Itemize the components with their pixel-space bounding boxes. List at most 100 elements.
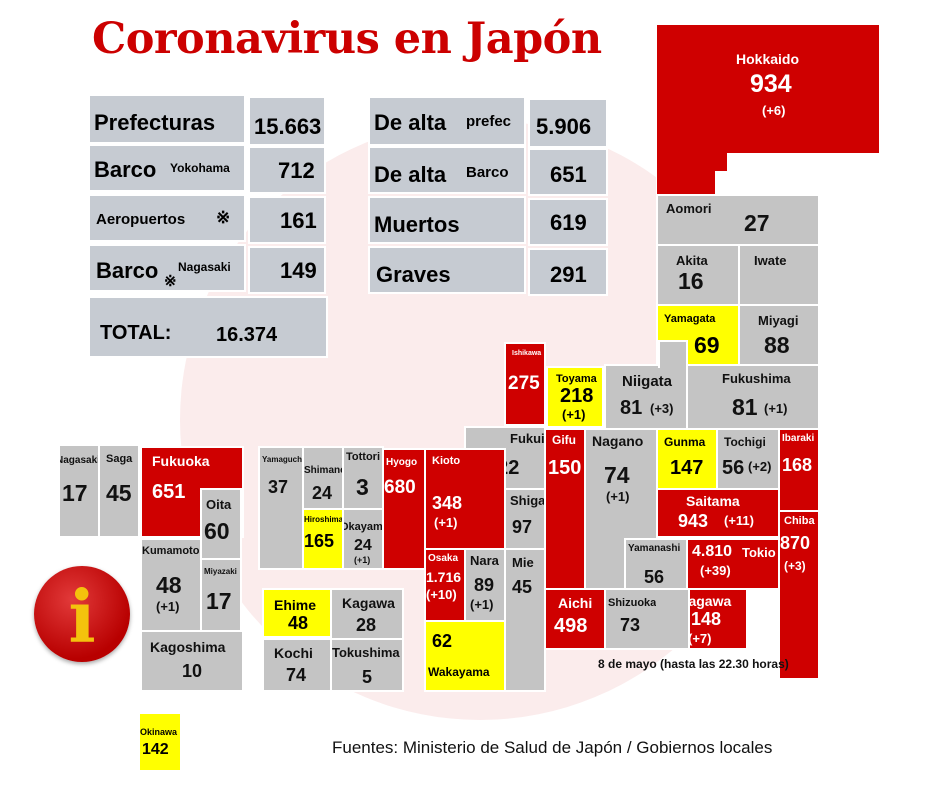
pref-saitama-delta: (+11) (724, 513, 754, 528)
pref-hyogo-name: Hyogo (386, 457, 418, 468)
pref-okayama-delta: (+1) (354, 555, 371, 565)
stat-barco-yokohama-value: 712 (248, 146, 326, 194)
pref-kioto-delta: (+1) (434, 515, 458, 530)
pref-kochi: Kochi 74 (262, 638, 332, 692)
page-title: Coronavirus en Japón (92, 14, 602, 64)
pref-nara-delta: (+1) (470, 597, 494, 612)
pref-yamagata-name: Yamagata (664, 313, 716, 325)
pref-toyama: Toyama 218 (+1) (546, 366, 604, 428)
pref-aichi-cases: 498 (554, 615, 588, 637)
pref-fukushima-name: Fukushima (722, 371, 791, 386)
pref-chiba-cases: 870 (780, 533, 811, 553)
pref-ehime-name: Ehime (274, 597, 317, 613)
pref-chiba-delta: (+3) (784, 559, 806, 573)
pref-miyagi-cases: 88 (764, 332, 790, 358)
pref-okinawa-cases: 142 (142, 741, 169, 758)
pref-tochigi-name: Tochigi (724, 435, 766, 449)
pref-tokio-delta: (+39) (700, 563, 731, 578)
info-icon[interactable]: i (34, 566, 130, 662)
pref-ehime: Ehime 48 (262, 588, 332, 638)
pref-hyogo: Hyogo 680 (382, 448, 426, 570)
pref-nagano-name: Nagano (592, 433, 644, 449)
pref-osaka-cases: 1.716 (426, 569, 462, 585)
pref-saitama-name: Saitama (686, 493, 740, 509)
pref-niigata-cases: 81 (620, 397, 643, 419)
stat-muertos-value: 619 (528, 198, 608, 246)
pref-tochigi: Tochigi 56 (+2) (716, 428, 780, 490)
pref-yamanashi: Yamanashi 56 (624, 538, 688, 590)
pref-kochi-name: Kochi (274, 645, 313, 661)
pref-shizuoka: Shizuoka 73 (604, 588, 658, 650)
stat-prefecturas-value: 15.663 (248, 96, 326, 146)
pref-ibaraki-name: Ibaraki (782, 433, 815, 444)
pref-miyagi: Miyagi 88 (738, 304, 820, 366)
pref-okayama-cases: 24 (354, 537, 372, 554)
stat-barco-nagasaki-label: Barco ※ Nagasaki (88, 244, 246, 292)
pref-tochigi-cases: 56 (722, 457, 745, 479)
pref-iwate-name: Iwate (754, 253, 787, 268)
pref-aomori-name: Aomori (666, 201, 712, 216)
pref-mie: Mie 45 (504, 548, 546, 692)
pref-tokio-name: Tokio (742, 545, 776, 560)
pref-tottori: Tottori 3 (342, 446, 384, 510)
pref-shimane: Shimane 24 (302, 446, 344, 510)
pref-ehime-cases: 48 (288, 613, 309, 633)
pref-kagoshima-cases: 10 (182, 661, 203, 681)
pref-kumamoto-delta: (+1) (156, 599, 180, 614)
pref-shizuoka-name: Shizuoka (608, 597, 657, 609)
pref-okinawa: Okinawa 142 (138, 712, 182, 772)
pref-fukuoka-cases: 651 (152, 481, 186, 503)
pref-nagano-delta: (+1) (606, 489, 630, 504)
pref-miyazaki-name: Miyazaki (204, 567, 237, 576)
pref-kumamoto-cases: 48 (156, 572, 182, 598)
pref-kioto: Kioto 348 (+1) (424, 448, 506, 550)
pref-akita-name: Akita (676, 253, 708, 268)
pref-oita: Oita 60 (200, 488, 242, 560)
pref-fukui-name: Fukui (510, 431, 545, 446)
pref-miyazaki-cases: 17 (206, 588, 232, 614)
pref-fukushima: Fukushima 81 (+1) (686, 364, 820, 430)
pref-kagoshima: Kagoshima 10 (140, 630, 244, 692)
pref-okayama-name: Okayama (342, 521, 383, 533)
pref-tokio: 4.810 Tokio (+39) (686, 538, 780, 590)
pref-niigata: Niigata 81 (+3) (604, 364, 688, 430)
pref-miyagi-name: Miyagi (758, 313, 799, 328)
pref-osaka: Osaka 1.716 (+10) (424, 548, 466, 630)
pref-miyazaki: Miyazaki 17 (200, 558, 242, 632)
pref-hokkaido-name: Hokkaido (736, 51, 800, 67)
pref-tokushima-cases: 5 (362, 667, 373, 687)
date-note: 8 de mayo (hasta las 22.30 horas) (598, 657, 789, 671)
pref-tottori-cases: 3 (356, 474, 369, 500)
pref-wakayama: 62 Wakayama (424, 620, 506, 692)
pref-fukushima-delta: (+1) (764, 401, 788, 416)
pref-shiga-name: Shiga (510, 493, 546, 508)
pref-hokkaido-cases: 934 (750, 70, 792, 98)
pref-yamaguchi-cases: 37 (268, 477, 289, 497)
pref-saitama-cases: 943 (678, 511, 709, 531)
pref-okayama: Okayama 24 (+1) (342, 508, 384, 570)
pref-shiga-cases: 97 (512, 517, 533, 537)
pref-ibaraki-cases: 168 (782, 455, 813, 475)
pref-saga-name: Saga (106, 453, 133, 465)
pref-yamaguchi-name: Yamaguchi (262, 455, 304, 464)
pref-toyama-cases: 218 (560, 385, 594, 407)
pref-gunma-name: Gunma (664, 435, 706, 449)
pref-nagano-cases: 74 (604, 462, 630, 488)
pref-hiroshima: Hiroshima 165 (302, 508, 344, 570)
pref-ishikawa-name: Ishikawa (512, 350, 542, 357)
pref-kagawa-name: Kagawa (342, 595, 395, 611)
stat-de-alta-prefec-value: 5.906 (528, 98, 608, 148)
pref-tochigi-delta: (+2) (748, 459, 772, 474)
info-glyph: i (68, 574, 96, 659)
pref-toyama-delta: (+1) (562, 407, 586, 422)
pref-hiroshima-name: Hiroshima (304, 515, 344, 524)
pref-osaka-name: Osaka (428, 553, 459, 564)
pref-niigata-tail (658, 340, 688, 368)
pref-kochi-cases: 74 (286, 665, 307, 685)
pref-wakayama-name: Wakayama (428, 665, 490, 679)
pref-tottori-name: Tottori (346, 451, 381, 463)
pref-aichi: Aichi 498 (544, 588, 606, 650)
stat-graves-value: 291 (528, 248, 608, 296)
stat-aeropuertos-value: 161 (248, 196, 326, 244)
pref-kumamoto: Kumamoto 48 (+1) (140, 538, 202, 632)
